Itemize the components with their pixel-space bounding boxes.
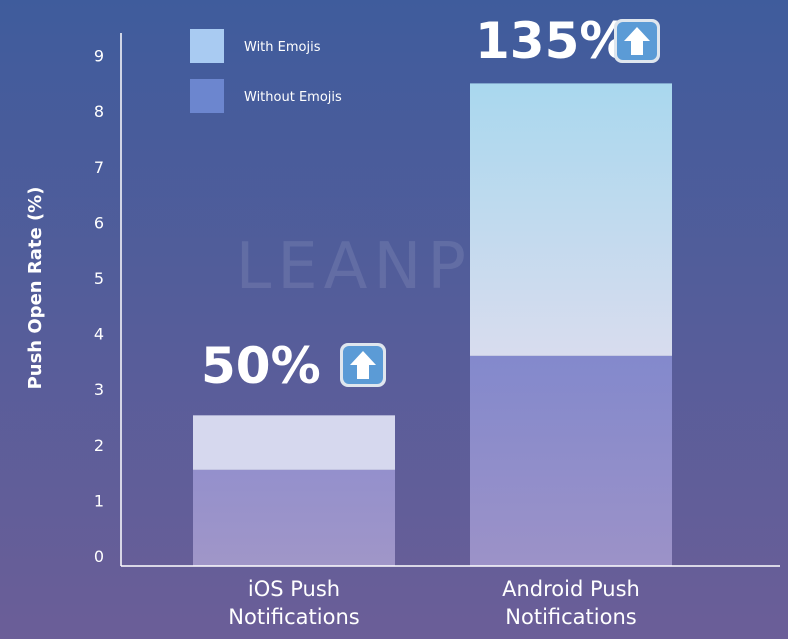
y-tick-label: 3 — [94, 380, 104, 399]
bar-without-emojis — [193, 469, 395, 566]
legend-swatch — [190, 79, 224, 113]
up-arrow-icon — [340, 343, 386, 387]
legend-label: Without Emojis — [244, 90, 342, 105]
y-tick-label: 7 — [94, 158, 104, 177]
y-tick-label: 4 — [94, 325, 104, 344]
y-tick-label: 9 — [94, 47, 104, 66]
annotations-group: 50% 135% — [201, 12, 660, 395]
y-tick-label: 8 — [94, 102, 104, 121]
up-arrow-icon — [614, 19, 660, 63]
x-axis-labels: iOS Push Notifications Android Push Notific… — [228, 577, 640, 629]
y-tick-label: 6 — [94, 213, 104, 232]
increase-annotation: 50% — [201, 337, 321, 395]
bar-with-emojis — [470, 83, 672, 356]
y-tick-label: 0 — [94, 547, 104, 566]
x-category-label: Notifications — [505, 605, 636, 629]
x-category-label: iOS Push — [248, 577, 340, 601]
bars-group — [193, 83, 672, 566]
y-axis: 0 1 2 3 4 5 6 7 8 9 — [94, 33, 122, 566]
y-tick-label: 1 — [94, 491, 104, 510]
y-tick-label: 5 — [94, 269, 104, 288]
x-category-label: Android Push — [502, 577, 640, 601]
bar-without-emojis — [470, 355, 672, 566]
bar-with-emojis — [193, 415, 395, 470]
legend-swatch — [190, 29, 224, 63]
y-tick-label: 2 — [94, 436, 104, 455]
increase-annotation: 135% — [475, 12, 629, 70]
legend: With Emojis Without Emojis — [190, 29, 342, 113]
y-axis-label: Push Open Rate (%) — [25, 187, 46, 390]
x-category-label: Notifications — [228, 605, 359, 629]
legend-label: With Emojis — [244, 40, 321, 55]
